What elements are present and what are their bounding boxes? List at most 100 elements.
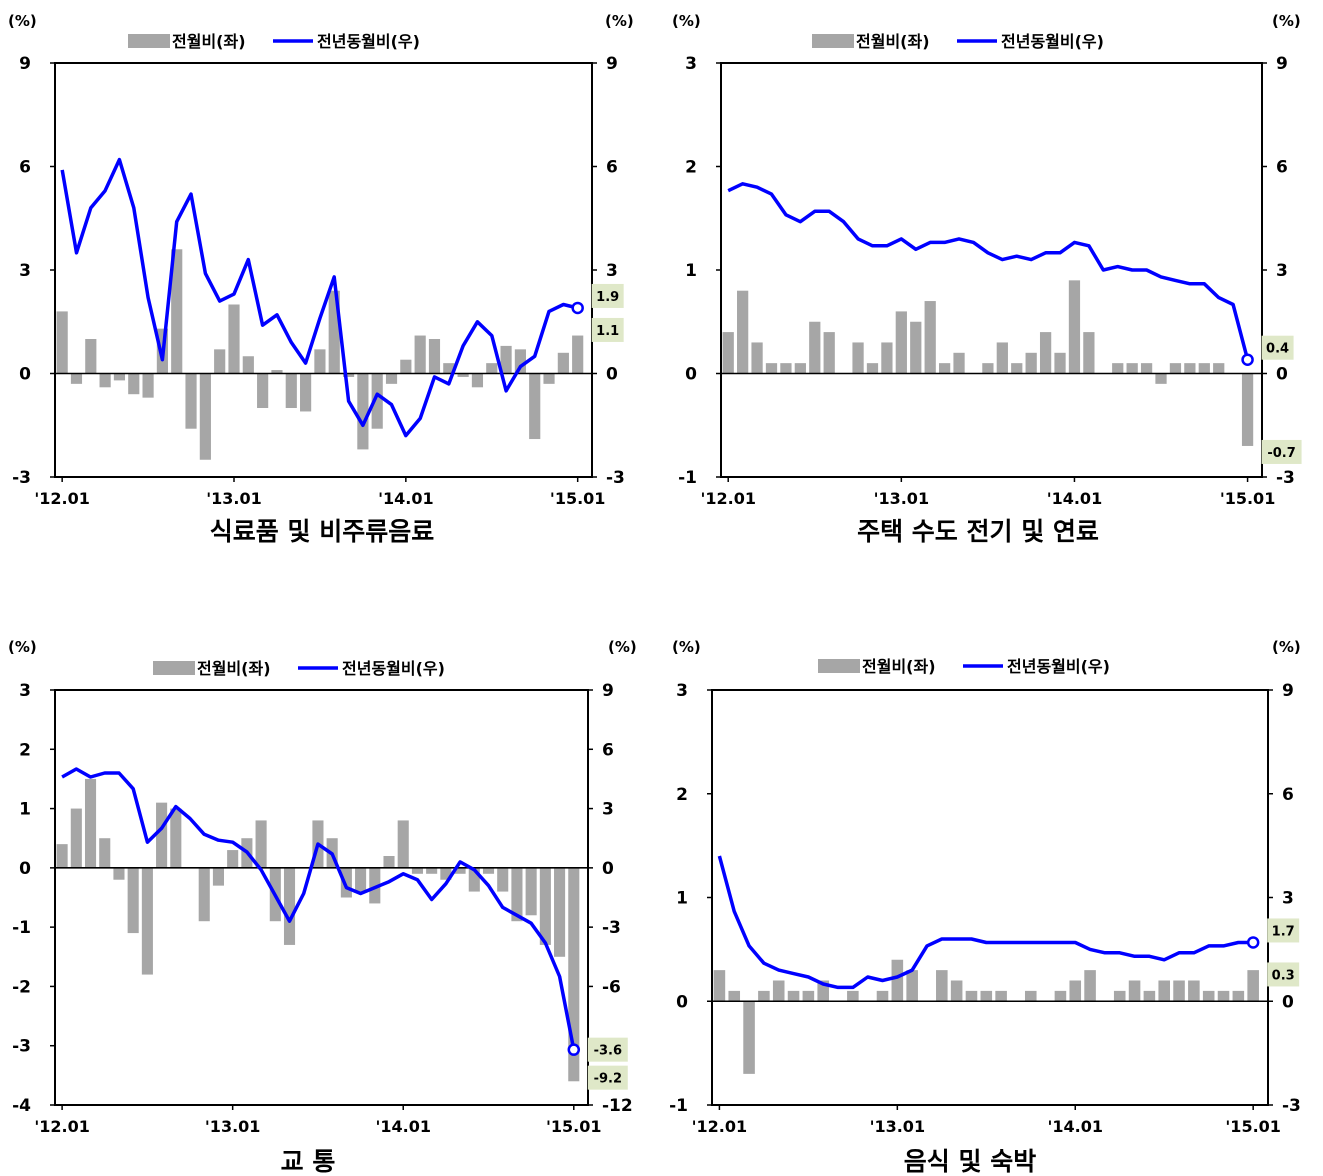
left-tick-label: 0 <box>19 365 31 385</box>
bar-mark <box>1054 352 1066 374</box>
bar-mark <box>950 980 963 1002</box>
right-tick-label: 3 <box>1282 889 1294 909</box>
bar-mark <box>1155 373 1167 384</box>
callout-bar-value: 0.3 <box>1267 962 1300 987</box>
bar-mark <box>924 301 936 374</box>
left-tick-label: 0 <box>19 859 31 879</box>
right-tick-label: 9 <box>1276 54 1288 74</box>
bar-mark <box>906 970 918 1002</box>
bar-mark <box>171 249 183 374</box>
x-tick-label: '12.01 <box>700 489 756 508</box>
bar-mark <box>170 808 182 868</box>
left-tick-label: 1 <box>19 800 31 820</box>
right-axis-unit: (%) <box>608 638 637 656</box>
bar-mark <box>471 373 484 388</box>
x-tick-label: '12.01 <box>34 1117 90 1136</box>
x-tick-label: '13.01 <box>870 1117 926 1136</box>
callout-text: 1.7 <box>1272 924 1295 939</box>
bar-mark <box>514 349 526 374</box>
right-tick-label: 0 <box>1276 365 1288 385</box>
right-tick-label: 9 <box>606 54 618 74</box>
bar-mark <box>227 850 239 868</box>
legend-line-label: 전년동월비(우) <box>1007 657 1110 676</box>
bar-mark <box>443 363 455 374</box>
line-end-marker <box>1241 353 1254 366</box>
bar-mark <box>995 990 1007 1002</box>
line-series <box>61 767 576 1051</box>
bar-mark <box>457 373 469 377</box>
right-tick-label: 3 <box>606 261 618 281</box>
bar-mark <box>794 363 806 374</box>
right-tick-label: -3 <box>602 918 621 938</box>
bar-mark <box>414 335 426 374</box>
bar-mark <box>1232 990 1245 1002</box>
panel-title: 음식 및 숙박 <box>904 1147 1036 1176</box>
x-tick-label: '12.01 <box>692 1117 748 1136</box>
bar-mark <box>56 844 68 868</box>
bar-mark <box>809 321 821 374</box>
callout-box <box>1267 918 1300 943</box>
left-tick-label: 2 <box>676 785 688 805</box>
left-tick-label: 2 <box>685 158 697 178</box>
callout-box <box>591 283 624 308</box>
callout-box <box>591 317 624 342</box>
bar-mark <box>400 359 412 374</box>
left-axis-unit: (%) <box>8 12 37 30</box>
bar-mark <box>426 867 438 874</box>
bar-mark <box>285 373 297 408</box>
bar-mark <box>895 311 907 374</box>
line-end-marker <box>1246 936 1260 949</box>
bar-mark <box>1083 332 1095 374</box>
left-axis-unit: (%) <box>8 638 37 656</box>
bar-mark <box>440 867 452 880</box>
bar-mark <box>56 311 68 374</box>
bar-mark <box>1039 332 1052 374</box>
bar-mark <box>713 970 726 1002</box>
bar-mark <box>1140 363 1153 374</box>
callout-text: -0.7 <box>1267 446 1295 461</box>
bar-mark <box>383 856 395 868</box>
bar-mark <box>823 332 835 374</box>
bar-mark <box>737 290 749 374</box>
bar-mark <box>127 867 139 934</box>
plot-frame <box>54 689 589 1106</box>
callout-text: 1.1 <box>596 324 619 339</box>
bar-mark <box>1213 363 1225 374</box>
bar-mark <box>340 867 352 898</box>
bar-mark <box>212 867 224 886</box>
left-tick-label: 0 <box>676 992 688 1012</box>
bar-mark <box>758 990 770 1002</box>
right-tick-label: 3 <box>1276 261 1288 281</box>
line-series <box>60 157 579 438</box>
right-tick-label: -3 <box>1282 1096 1301 1116</box>
legend-bar-swatch <box>128 34 170 48</box>
bar-mark <box>802 990 815 1002</box>
bar-mark <box>468 867 480 892</box>
bar-mark <box>113 867 125 880</box>
plot-frame <box>54 62 593 478</box>
legend-line-label: 전년동월비(우) <box>342 659 445 678</box>
left-tick-label: 0 <box>685 365 697 385</box>
right-tick-label: 6 <box>1282 785 1294 805</box>
bar-mark <box>85 339 97 374</box>
left-tick-label: 9 <box>19 54 31 74</box>
bar-mark <box>543 373 555 384</box>
bar-mark <box>1068 280 1081 374</box>
bar-mark <box>185 373 197 429</box>
left-tick-label: -4 <box>12 1096 31 1116</box>
bar-mark <box>891 959 904 1002</box>
line-series <box>717 855 1254 990</box>
bar-mark <box>1054 990 1067 1002</box>
bar-mark <box>1184 363 1196 374</box>
bar-mark <box>1202 990 1215 1002</box>
bar-mark <box>369 867 381 904</box>
x-tick-label: '13.01 <box>206 489 262 508</box>
left-tick-label: -1 <box>12 918 31 938</box>
callout-box <box>1261 335 1294 360</box>
legend-line-label: 전년동월비(우) <box>1001 32 1104 51</box>
legend-bar-label: 전월비(좌) <box>172 32 246 51</box>
legend-bar-label: 전월비(좌) <box>862 657 936 676</box>
bar-mark <box>780 363 792 374</box>
bar-mark <box>751 342 763 374</box>
bar-mark <box>500 345 512 374</box>
